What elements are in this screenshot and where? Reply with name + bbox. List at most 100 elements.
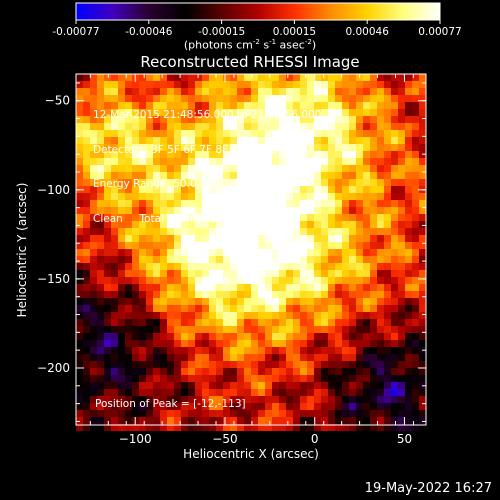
heatmap-cell [321,116,328,123]
heatmap-cell [83,319,90,326]
heatmap-cell [265,207,272,214]
heatmap-cell [125,284,132,291]
heatmap-cell [293,81,300,88]
heatmap-cell [216,144,223,151]
heatmap-cell [216,179,223,186]
heatmap-cell [342,200,349,207]
heatmap-cell [293,410,300,417]
heatmap-cell [384,186,391,193]
heatmap-cell [244,130,251,137]
heatmap-cell [76,361,83,368]
heatmap-cell [398,347,405,354]
heatmap-cell [76,249,83,256]
heatmap-cell [272,242,279,249]
heatmap-cell [195,109,202,116]
heatmap-cell [174,424,181,431]
heatmap-cell [104,165,111,172]
heatmap-cell [195,305,202,312]
heatmap-cell [412,214,419,221]
heatmap-cell [132,424,139,431]
heatmap-cell [300,137,307,144]
heatmap-cell [174,221,181,228]
heatmap-cell [265,368,272,375]
heatmap-cell [244,249,251,256]
heatmap-cell [153,347,160,354]
heatmap-cell [153,277,160,284]
heatmap-cell [251,319,258,326]
heatmap-cell [342,137,349,144]
heatmap-cell [398,263,405,270]
heatmap-cell [307,207,314,214]
heatmap-cell [321,347,328,354]
heatmap-cell [391,396,398,403]
heatmap-cell [195,81,202,88]
heatmap-cell [146,277,153,284]
heatmap-cell [167,277,174,284]
heatmap-cell [377,165,384,172]
heatmap-cell [314,361,321,368]
heatmap-cell [251,228,258,235]
heatmap-cell [342,256,349,263]
heatmap-cell [251,179,258,186]
heatmap-cell [90,256,97,263]
heatmap-cell [384,193,391,200]
heatmap-cell [83,333,90,340]
heatmap-cell [97,298,104,305]
colorbar-tick-label: -0.00015 [198,26,245,38]
heatmap-cell [237,284,244,291]
heatmap-cell [153,200,160,207]
heatmap-cell [111,200,118,207]
heatmap-cell [181,95,188,102]
heatmap-cell [188,326,195,333]
heatmap-cell [398,417,405,424]
heatmap-cell [125,95,132,102]
heatmap-cell [314,417,321,424]
heatmap-cell [398,249,405,256]
heatmap-cell [174,95,181,102]
heatmap-cell [405,277,412,284]
heatmap-cell [398,200,405,207]
heatmap-cell [244,263,251,270]
heatmap-cell [258,165,265,172]
heatmap-cell [174,81,181,88]
heatmap-cell [300,319,307,326]
heatmap-cell [314,312,321,319]
heatmap-cell [405,340,412,347]
heatmap-cell [286,165,293,172]
heatmap-cell [223,375,230,382]
heatmap-cell [293,95,300,102]
heatmap-cell [363,214,370,221]
heatmap-cell [209,172,216,179]
heatmap-cell [405,74,412,81]
heatmap-cell [307,214,314,221]
heatmap-cell [342,109,349,116]
heatmap-cell [300,81,307,88]
heatmap-cell [321,256,328,263]
heatmap-cell [251,221,258,228]
heatmap-cell [174,193,181,200]
heatmap-cell [286,256,293,263]
heatmap-cell [153,333,160,340]
heatmap-cell [188,74,195,81]
heatmap-cell [90,382,97,389]
heatmap-cell [265,158,272,165]
heatmap-cell [391,270,398,277]
heatmap-cell [321,74,328,81]
heatmap-cell [146,312,153,319]
heatmap-cell [153,424,160,431]
heatmap-cell [139,382,146,389]
heatmap-cell [286,291,293,298]
heatmap-cell [265,109,272,116]
heatmap-cell [321,284,328,291]
heatmap-cell [111,368,118,375]
heatmap-cell [258,298,265,305]
heatmap-cell [293,417,300,424]
heatmap-cell [286,319,293,326]
heatmap-cell [139,165,146,172]
heatmap-cell [202,116,209,123]
heatmap-cell [97,312,104,319]
heatmap-cell [279,424,286,431]
heatmap-cell [335,284,342,291]
heatmap-cell [307,305,314,312]
heatmap-cell [251,410,258,417]
